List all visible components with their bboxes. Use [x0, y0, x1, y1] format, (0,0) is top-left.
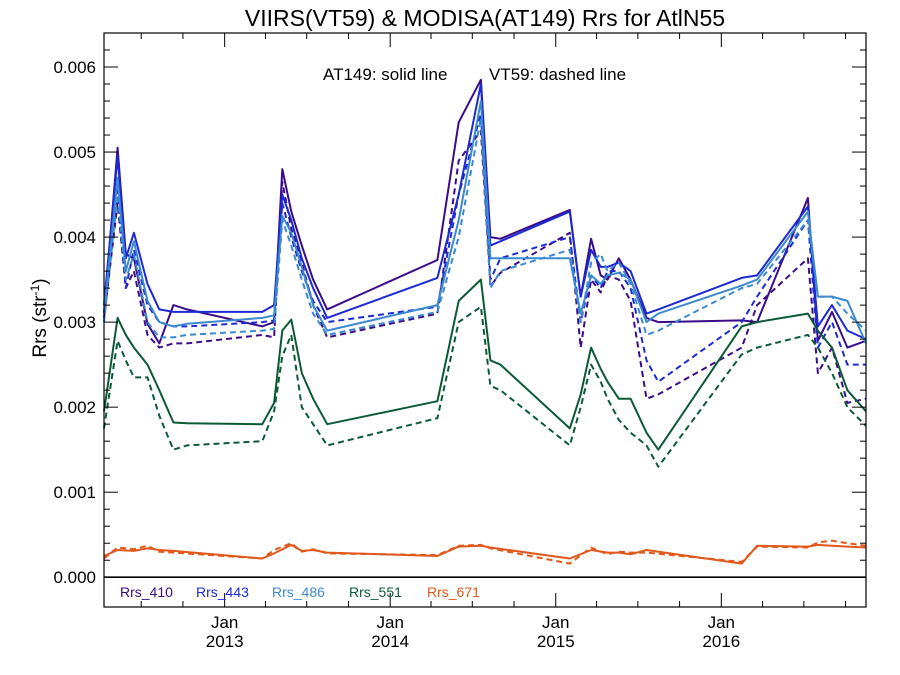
series-line-rrs-486-at149	[103, 100, 867, 344]
x-tick-label-month: Jan	[542, 613, 569, 632]
annotation-solid-line: AT149: solid line	[323, 65, 447, 84]
svg-text:Rrs (str-1): Rrs (str-1)	[28, 278, 51, 357]
x-tick-label-year: 2016	[702, 632, 740, 651]
x-tick-label-month: Jan	[708, 613, 735, 632]
y-tick-label: 0.002	[53, 398, 96, 417]
y-tick-label: 0.000	[53, 568, 96, 587]
y-axis-ticks: 0.000 0.001 0.002 0.003 0.004 0.005 0.006	[53, 32, 866, 587]
y-tick-label: 0.003	[53, 313, 96, 332]
y-axis-label-superscript: -1	[28, 284, 42, 295]
series-line-rrs-671-vt59	[103, 539, 867, 565]
y-tick-label: 0.005	[53, 143, 96, 162]
y-tick-label: 0.004	[53, 228, 96, 247]
series-line-rrs-551-vt59	[103, 305, 867, 468]
annotation-dashed-line: VT59: dashed line	[489, 65, 626, 84]
x-tick-label-year: 2014	[371, 632, 409, 651]
series-line-rrs-443-vt59	[103, 112, 866, 383]
x-tick-label-month: Jan	[211, 613, 238, 632]
x-tick-label-month: Jan	[376, 613, 403, 632]
series-line-rrs-551-at149	[103, 278, 867, 451]
y-tick-label: 0.001	[53, 483, 96, 502]
x-tick-label-year: 2013	[206, 632, 244, 651]
legend-entry-rrs-551: Rrs_551	[349, 584, 402, 600]
legend-entry-rrs-671: Rrs_671	[427, 584, 480, 600]
legend-entry-rrs-410: Rrs_410	[120, 584, 173, 600]
legend-entry-rrs-443: Rrs_443	[196, 584, 249, 600]
x-tick-label-year: 2015	[537, 632, 575, 651]
y-tick-label: 0.006	[53, 58, 96, 77]
y-axis-label-main: Rrs (str	[30, 295, 51, 358]
series-line-rrs-671-at149	[103, 543, 867, 565]
series-line-rrs-486-vt59	[103, 117, 867, 339]
plot-frame	[103, 32, 867, 608]
y-axis-label: Rrs (str-1)	[28, 278, 51, 357]
chart-title: VIIRS(VT59) & MODISA(AT149) Rrs for AtlN…	[245, 5, 725, 31]
plot-content	[103, 78, 867, 565]
legend-entry-rrs-486: Rrs_486	[272, 584, 325, 600]
y-axis-label-close: )	[30, 278, 51, 284]
series-line-rrs-410-vt59	[103, 129, 867, 404]
legend: Rrs_410 Rrs_443 Rrs_486 Rrs_551 Rrs_671	[120, 584, 480, 600]
